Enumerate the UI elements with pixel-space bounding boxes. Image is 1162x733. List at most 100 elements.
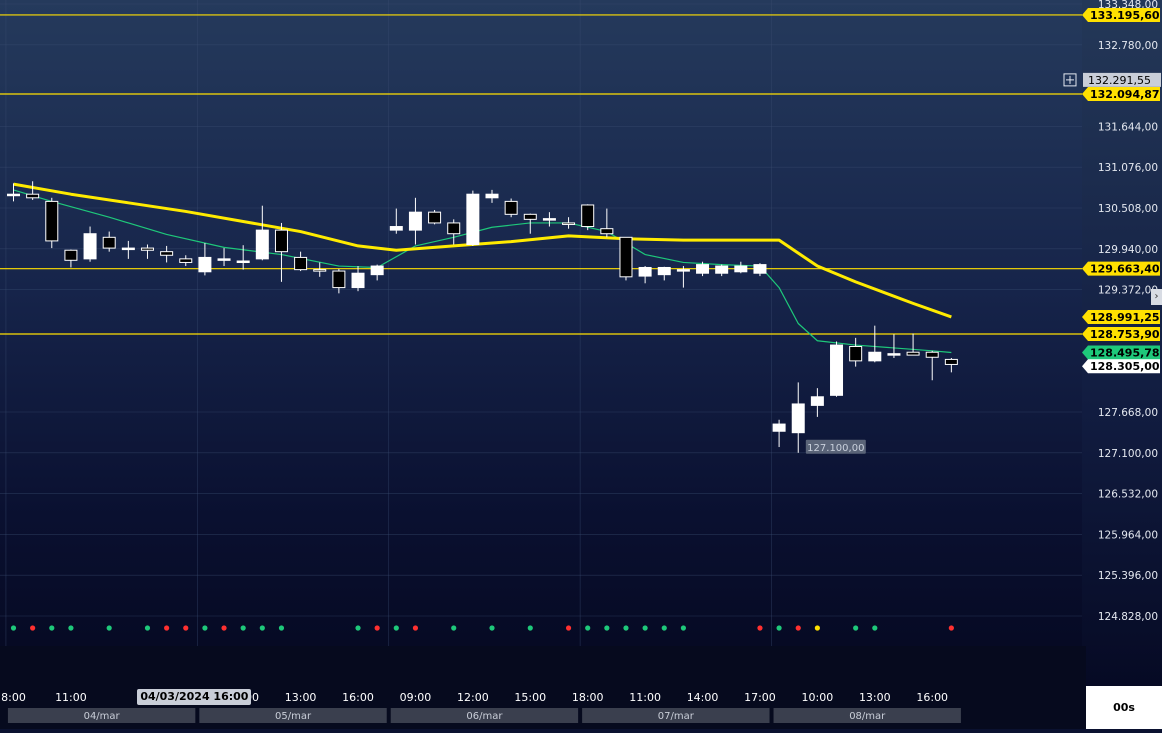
- candle-body[interactable]: [887, 353, 901, 356]
- signal-dot: [623, 625, 629, 631]
- signal-dot: [642, 625, 648, 631]
- candle-body[interactable]: [676, 269, 690, 272]
- time-tick-label: 18:00: [572, 691, 604, 704]
- price-level-tag-bg: [1082, 326, 1160, 341]
- signal-dot: [221, 625, 227, 631]
- time-axis[interactable]: 8:00 11:00 10:00 13:00 16:00 09:00 12:00 15:00 1…: [0, 646, 1086, 729]
- candle-body[interactable]: [160, 251, 174, 256]
- candle-body[interactable]: [600, 228, 614, 235]
- time-tick-label: 11:00: [629, 691, 661, 704]
- candle-body[interactable]: [447, 222, 461, 235]
- candle-body[interactable]: [791, 403, 805, 434]
- price-tick-label: 126.532,00: [1098, 489, 1158, 501]
- candle-body[interactable]: [734, 265, 748, 273]
- candle-body[interactable]: [332, 270, 346, 289]
- candle-body[interactable]: [638, 266, 652, 277]
- candle-body[interactable]: [772, 423, 786, 432]
- price-tick-label: 127.100,00: [1098, 448, 1158, 460]
- signal-dot: [853, 625, 859, 631]
- chart-plot-area[interactable]: 127.100,00: [0, 0, 1082, 646]
- candle-body[interactable]: [542, 218, 556, 221]
- candle-body[interactable]: [619, 236, 633, 278]
- price-level-tag: 129.663,40: [1090, 263, 1160, 276]
- signal-dot: [202, 625, 208, 631]
- day-range-label: 04/mar: [84, 711, 121, 722]
- price-tick-label: 131.076,00: [1098, 162, 1158, 174]
- candle-body[interactable]: [830, 344, 844, 396]
- day-range-bar: [199, 708, 387, 723]
- candle-body[interactable]: [944, 358, 958, 365]
- signal-dot: [278, 625, 285, 631]
- timeframe-corner[interactable]: 00s: [1086, 686, 1162, 729]
- signal-dot: [585, 625, 591, 631]
- price-level-tag: 133.195,60: [1090, 9, 1160, 22]
- candle-body[interactable]: [313, 269, 327, 272]
- candle-body[interactable]: [849, 345, 863, 362]
- candle-body[interactable]: [810, 396, 824, 406]
- crosshair-price-label: 132.291,55: [1088, 74, 1151, 87]
- signal-dot: [489, 625, 495, 631]
- candlestick-chart[interactable]: 127.100,00: [0, 0, 1082, 646]
- day-range-label: 07/mar: [658, 711, 695, 722]
- signal-dot: [680, 625, 687, 631]
- price-tick-label: 127.668,00: [1098, 407, 1158, 419]
- time-tick-label: 12:00: [457, 691, 489, 704]
- signal-dot: [795, 625, 801, 631]
- candle-body[interactable]: [102, 236, 116, 249]
- signal-dot: [374, 625, 380, 631]
- candle-body[interactable]: [236, 260, 250, 264]
- candle-body[interactable]: [906, 351, 920, 356]
- signal-dot: [757, 625, 763, 631]
- candle-body[interactable]: [274, 229, 288, 253]
- crosshair-icon[interactable]: [1063, 73, 1077, 87]
- candle-body[interactable]: [389, 226, 403, 231]
- candle-body[interactable]: [466, 193, 480, 245]
- candle-body[interactable]: [696, 264, 710, 274]
- candle-body[interactable]: [581, 204, 595, 228]
- candle-body[interactable]: [179, 258, 193, 263]
- slow-ma-price-tag-bg: [1082, 309, 1160, 324]
- candle-body[interactable]: [255, 229, 269, 260]
- candle-body[interactable]: [45, 200, 59, 242]
- candle-body[interactable]: [485, 193, 499, 199]
- time-tick-label: 10:00: [802, 691, 834, 704]
- day-range-label: 05/mar: [275, 711, 312, 722]
- signal-dot: [355, 625, 361, 631]
- candle-body[interactable]: [868, 351, 882, 362]
- price-axis[interactable]: 133.348,00 132.780,00 131.644,00 131.076,00…: [1082, 0, 1162, 686]
- candle-body[interactable]: [351, 272, 365, 289]
- signal-dot: [948, 625, 954, 631]
- candle-body[interactable]: [370, 265, 384, 276]
- candle-body[interactable]: [64, 249, 78, 261]
- candle-body[interactable]: [217, 258, 231, 261]
- price-tick-label: 131.644,00: [1098, 121, 1158, 133]
- chevron-right-icon[interactable]: ›: [1151, 289, 1162, 305]
- candle-body[interactable]: [925, 351, 939, 358]
- candle-body[interactable]: [428, 211, 442, 224]
- candle-body[interactable]: [7, 193, 20, 197]
- min-price-annotation-bg: [805, 439, 866, 454]
- signal-dot: [412, 625, 419, 631]
- candle-body[interactable]: [715, 265, 729, 274]
- signal-dot: [106, 625, 112, 631]
- signal-dot: [565, 625, 572, 631]
- candle-body[interactable]: [83, 233, 97, 260]
- candle-body[interactable]: [523, 213, 537, 220]
- price-tick-label: 125.396,00: [1098, 570, 1158, 582]
- candle-body[interactable]: [504, 200, 518, 215]
- signal-dot: [393, 625, 399, 631]
- candle-body[interactable]: [26, 193, 40, 199]
- price-level-tag: 132.094,87: [1090, 88, 1160, 101]
- candle-body[interactable]: [198, 256, 212, 273]
- signal-dot: [183, 625, 189, 631]
- candle-body[interactable]: [562, 222, 576, 225]
- candle-body[interactable]: [408, 211, 422, 231]
- signal-dot: [68, 625, 74, 631]
- signal-dot: [451, 625, 457, 631]
- candle-body[interactable]: [657, 266, 671, 276]
- candle-body[interactable]: [121, 247, 135, 251]
- signal-dot: [49, 625, 55, 631]
- candle-body[interactable]: [294, 256, 308, 271]
- candle-body[interactable]: [140, 247, 154, 251]
- candle-body[interactable]: [753, 264, 767, 274]
